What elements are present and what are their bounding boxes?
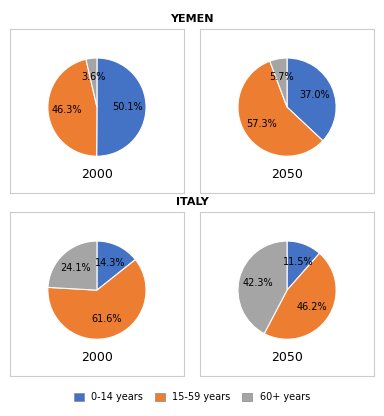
Wedge shape [270,58,287,107]
Text: 37.0%: 37.0% [300,90,330,100]
Text: 46.3%: 46.3% [51,106,82,116]
Text: ITALY: ITALY [175,197,209,207]
Wedge shape [48,241,97,290]
Text: 42.3%: 42.3% [242,278,273,288]
Wedge shape [238,241,287,334]
Text: 2050: 2050 [271,352,303,364]
Text: 2000: 2000 [81,352,113,364]
Text: 50.1%: 50.1% [112,102,143,112]
Text: 24.1%: 24.1% [61,263,91,273]
Wedge shape [86,58,97,107]
Wedge shape [287,241,319,290]
Text: 2000: 2000 [81,168,113,181]
Wedge shape [48,260,146,339]
Text: 14.3%: 14.3% [95,258,126,268]
Text: 61.6%: 61.6% [91,314,121,324]
Wedge shape [264,253,336,339]
Text: 11.5%: 11.5% [283,257,313,267]
Text: 5.7%: 5.7% [269,72,294,82]
Wedge shape [48,59,97,156]
Wedge shape [238,61,323,156]
Wedge shape [97,58,146,156]
Text: 2050: 2050 [271,168,303,181]
Text: 3.6%: 3.6% [81,72,106,82]
Wedge shape [97,241,136,290]
Legend: 0-14 years, 15-59 years, 60+ years: 0-14 years, 15-59 years, 60+ years [74,392,310,402]
Text: YEMEN: YEMEN [170,14,214,24]
Text: 46.2%: 46.2% [297,302,328,312]
Wedge shape [287,58,336,141]
Text: 57.3%: 57.3% [246,119,277,129]
